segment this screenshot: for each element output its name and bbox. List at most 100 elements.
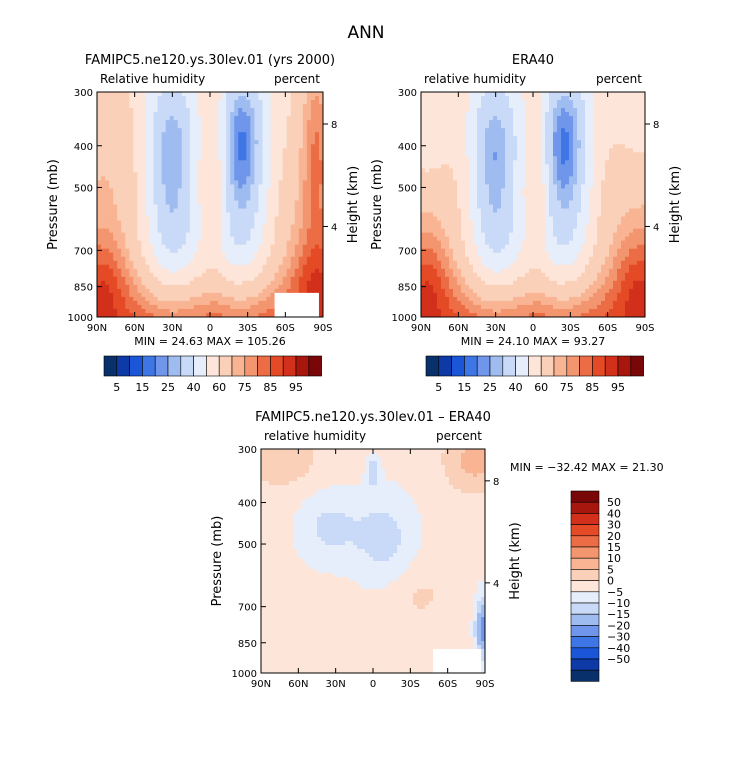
contour-cell xyxy=(129,124,134,129)
contour-cell xyxy=(517,148,522,153)
contour-cell xyxy=(637,144,642,149)
contour-cell xyxy=(234,168,239,173)
contour-cell xyxy=(165,284,171,290)
contour-cell xyxy=(250,260,255,266)
contour-cell xyxy=(258,208,264,214)
contour-cell xyxy=(621,180,626,186)
contour-cell xyxy=(234,112,239,117)
contour-cell xyxy=(565,96,570,101)
contour-cell xyxy=(617,184,622,190)
contour-cell xyxy=(437,92,442,97)
contour-cell xyxy=(226,132,231,137)
contour-cell xyxy=(173,264,179,270)
contour-cell xyxy=(505,200,510,206)
contour-cell xyxy=(477,200,482,206)
contour-cell xyxy=(465,104,470,109)
contour-cell xyxy=(509,136,514,141)
contour-cell xyxy=(473,104,478,109)
contour-cell xyxy=(589,148,594,153)
contour-cell xyxy=(214,108,219,113)
contour-cell xyxy=(453,180,458,186)
contour-cell xyxy=(637,160,642,165)
contour-cell xyxy=(449,184,454,190)
contour-cell xyxy=(149,128,155,133)
contour-cell xyxy=(218,208,223,214)
contour-cell xyxy=(101,304,106,310)
contour-cell xyxy=(137,180,142,186)
contour-cell xyxy=(153,292,159,298)
contour-cell xyxy=(533,128,538,133)
contour-cell xyxy=(569,212,574,218)
contour-cell xyxy=(473,112,478,117)
contour-cell xyxy=(302,164,308,169)
contour-cell xyxy=(97,264,102,270)
contour-cell xyxy=(238,248,243,254)
contour-cell xyxy=(149,300,155,306)
contour-cell xyxy=(105,228,110,234)
contour-cell xyxy=(585,164,590,169)
contour-cell xyxy=(161,268,167,274)
contour-cell xyxy=(517,132,522,137)
contour-cell xyxy=(137,144,142,149)
contour-cell xyxy=(238,276,243,282)
contour-cell xyxy=(561,192,566,198)
contour-cell xyxy=(469,120,474,125)
contour-cell xyxy=(234,180,239,186)
contour-cell xyxy=(533,168,538,173)
contour-cell xyxy=(637,128,642,133)
contour-cell xyxy=(258,304,264,310)
contour-cell xyxy=(105,132,110,137)
contour-cell xyxy=(149,296,155,302)
contour-cell xyxy=(485,132,490,137)
contour-cell xyxy=(310,276,316,282)
contour-cell xyxy=(185,260,191,266)
contour-cell xyxy=(149,112,155,117)
contour-cell xyxy=(501,160,506,165)
contour-cell xyxy=(545,132,550,137)
contour-cell xyxy=(306,112,312,117)
contour-cell xyxy=(310,184,316,190)
contour-cell xyxy=(161,264,167,270)
contour-cell xyxy=(513,208,518,214)
contour-cell xyxy=(505,108,510,113)
contour-cell xyxy=(485,156,490,161)
contour-cell xyxy=(218,248,223,254)
contour-cell xyxy=(521,172,526,177)
contour-cell xyxy=(609,188,614,194)
contour-cell xyxy=(521,176,526,181)
contour-cell xyxy=(205,308,211,314)
contour-cell xyxy=(461,148,466,153)
contour-cell xyxy=(193,196,199,202)
contour-cell xyxy=(493,148,498,153)
contour-cell xyxy=(157,292,163,298)
contour-cell xyxy=(525,136,530,141)
contour-cell xyxy=(161,308,167,314)
contour-cell xyxy=(214,236,219,242)
contour-cell xyxy=(258,148,264,153)
contour-cell xyxy=(262,244,268,250)
contour-cell xyxy=(641,168,645,173)
contour-cell xyxy=(262,164,268,169)
contour-cell xyxy=(181,168,187,173)
contour-cell xyxy=(278,172,284,177)
contour-cell xyxy=(157,284,163,290)
contour-cell xyxy=(205,164,211,169)
contour-cell xyxy=(121,132,126,137)
contour-cell xyxy=(537,148,542,153)
contour-cell xyxy=(286,140,292,145)
contour-cell xyxy=(613,188,618,194)
contour-cell xyxy=(113,276,118,282)
contour-cell xyxy=(457,140,462,145)
contour-cell xyxy=(97,284,102,290)
contour-cell xyxy=(129,304,134,310)
contour-cell xyxy=(262,276,268,282)
contour-cell xyxy=(617,200,622,206)
contour-cell xyxy=(189,252,195,258)
contour-cell xyxy=(262,208,268,214)
contour-cell xyxy=(294,208,300,214)
contour-cell xyxy=(242,100,247,105)
contour-cell xyxy=(113,108,118,113)
contour-cell xyxy=(477,176,482,181)
contour-cell xyxy=(302,308,308,314)
contour-cell xyxy=(617,148,622,153)
